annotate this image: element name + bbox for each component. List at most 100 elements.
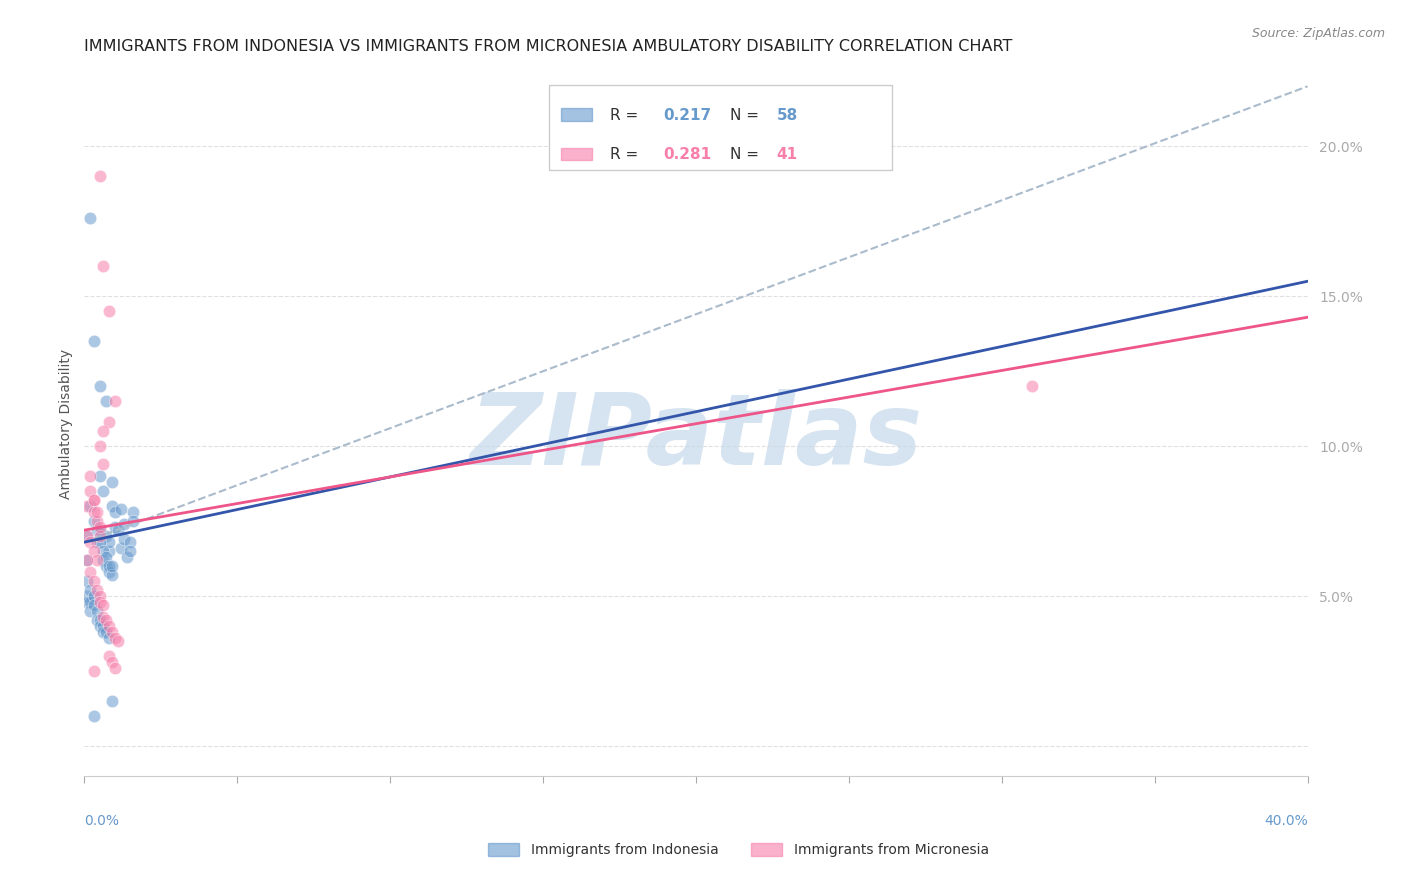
Point [1021,379,1043,393]
Point [89,535,111,549]
Point [112,517,135,532]
Point [83,493,105,508]
Text: ZIPatlas: ZIPatlas [470,389,922,486]
Text: N =: N = [730,108,763,122]
FancyBboxPatch shape [550,86,891,170]
Text: 0.217: 0.217 [664,108,711,122]
Y-axis label: Ambulatory Disability: Ambulatory Disability [59,349,73,499]
Text: R =: R = [610,147,644,162]
Point [94,625,117,640]
Point [101,694,124,708]
Point [79,565,101,579]
Text: 0.0%: 0.0% [84,814,120,829]
Point [83,598,105,612]
Point [79,604,101,618]
Point [79,535,101,549]
Point [76,589,98,603]
Point [89,169,111,184]
Point [86,523,108,537]
Point [89,529,111,543]
Point [94,550,117,565]
Point [89,589,111,603]
Point [104,505,127,519]
Point [86,514,108,528]
Point [79,211,101,226]
Point [89,379,111,393]
Point [89,523,111,537]
Text: 58: 58 [776,108,799,122]
Point [83,514,105,528]
Point [91,260,114,274]
Point [101,655,124,669]
Text: R =: R = [610,108,644,122]
Point [79,583,101,598]
Point [91,610,114,624]
Text: N =: N = [730,147,763,162]
Text: Immigrants from Indonesia: Immigrants from Indonesia [531,843,718,857]
Point [83,574,105,588]
Point [89,439,111,453]
Text: IMMIGRANTS FROM INDONESIA VS IMMIGRANTS FROM MICRONESIA AMBULATORY DISABILITY CO: IMMIGRANTS FROM INDONESIA VS IMMIGRANTS … [84,38,1012,54]
Point [83,544,105,558]
Point [97,415,120,429]
Text: 41: 41 [776,147,797,162]
Point [91,625,114,640]
Point [86,583,108,598]
Point [104,661,127,675]
Point [76,553,98,567]
Text: Source: ZipAtlas.com: Source: ZipAtlas.com [1251,27,1385,40]
FancyBboxPatch shape [561,148,592,161]
Point [86,613,108,627]
Point [97,619,120,633]
Point [104,394,127,409]
Point [91,424,114,438]
Point [97,544,120,558]
Point [83,709,105,723]
Point [79,469,101,483]
Point [120,535,142,549]
Point [97,649,120,664]
Point [86,604,108,618]
Point [97,631,120,645]
Point [76,574,98,588]
Point [76,553,98,567]
Point [101,499,124,513]
Point [89,595,111,609]
Point [97,304,120,318]
FancyBboxPatch shape [561,108,592,120]
Point [79,499,101,513]
Point [86,553,108,567]
Point [104,631,127,645]
Point [76,529,98,543]
Point [83,334,105,349]
Point [97,535,120,549]
Point [101,625,124,640]
Point [89,520,111,534]
Point [76,529,98,543]
Point [76,595,98,609]
Point [97,565,120,579]
Point [101,559,124,574]
Point [86,505,108,519]
FancyBboxPatch shape [488,843,519,855]
Point [94,613,117,627]
Point [91,619,114,633]
Point [89,469,111,483]
Point [115,550,138,565]
Point [86,535,108,549]
Point [89,613,111,627]
Point [94,529,117,543]
Text: 0.281: 0.281 [664,147,711,162]
Point [101,568,124,582]
Text: 40.0%: 40.0% [1264,814,1308,829]
Point [83,589,105,603]
Point [120,544,142,558]
Point [91,553,114,567]
Point [89,619,111,633]
Point [94,394,117,409]
Point [83,505,105,519]
Text: Immigrants from Micronesia: Immigrants from Micronesia [794,843,988,857]
Point [91,598,114,612]
Point [110,541,132,556]
Point [122,514,145,528]
